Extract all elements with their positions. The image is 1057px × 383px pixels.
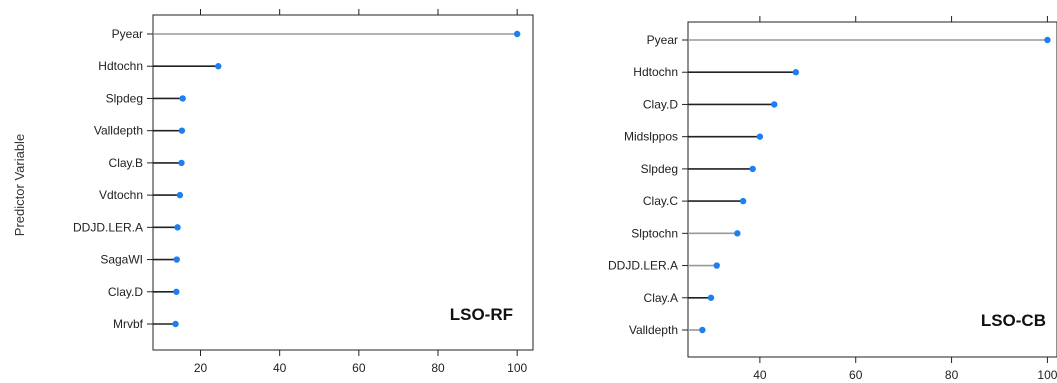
importance-point	[739, 197, 747, 205]
category-label: Hdtochn	[98, 59, 143, 73]
x-tick-label: 60	[352, 361, 366, 375]
importance-point	[699, 326, 706, 334]
x-tick-label: 40	[273, 361, 287, 375]
category-label: Valldepth	[629, 323, 678, 337]
importance-point	[707, 294, 715, 301]
panel-2: 40 60 80 100 Pyear Hdtochn Clay.D Midslppos Slpd…	[608, 16, 1057, 382]
category-label: Valldepth	[94, 124, 143, 138]
category-label: Clay.D	[643, 97, 678, 111]
importance-point	[749, 165, 756, 173]
importance-point	[513, 30, 521, 38]
category-label: Clay.A	[644, 291, 678, 305]
category-label: Slptochn	[631, 226, 678, 240]
x-tick-label: 100	[507, 361, 527, 375]
importance-point	[176, 191, 184, 199]
y-axis-title: Predictor Variable	[12, 134, 27, 236]
category-label: Hdtochn	[633, 65, 678, 79]
importance-point	[179, 95, 186, 102]
importance-point	[756, 133, 764, 140]
category-label: DDJD.LER.A	[608, 259, 678, 273]
category-label: Clay.C	[643, 194, 678, 208]
importance-point	[215, 63, 222, 70]
category-label: Vdtochn	[99, 188, 143, 202]
category-label: SagaWI	[100, 253, 143, 267]
x-tick-label: 40	[753, 368, 767, 382]
importance-point	[172, 320, 179, 328]
x-tick-label: 80	[431, 361, 445, 375]
panel-label: LSO-RF	[450, 305, 513, 324]
x-tick-label: 60	[849, 368, 863, 382]
category-label: Pyear	[112, 27, 143, 41]
importance-point	[792, 69, 800, 76]
category-label: Pyear	[647, 33, 678, 47]
importance-point	[178, 127, 186, 134]
importance-point	[734, 230, 741, 237]
category-label: Mrvbf	[113, 317, 144, 331]
category-label: Slpdeg	[641, 162, 678, 176]
panel-1: 20 40 60 80 100 Pyear Hdtochn Slpdeg Valldepth Cl…	[73, 9, 534, 375]
category-label: DDJD.LER.A	[73, 220, 143, 234]
category-label: Midslppos	[624, 130, 678, 144]
category-label: Clay.D	[108, 285, 143, 299]
importance-point	[771, 101, 778, 108]
panel-label: LSO-CB	[981, 311, 1046, 330]
importance-point	[178, 159, 185, 167]
category-label: Slpdeg	[106, 91, 143, 105]
panel-frame	[152, 14, 534, 351]
panel-frame	[687, 21, 1057, 358]
importance-point	[173, 288, 180, 295]
x-tick-label: 80	[945, 368, 959, 382]
importance-point	[174, 224, 181, 231]
importance-point	[173, 256, 180, 263]
x-tick-label: 100	[1037, 368, 1057, 382]
importance-point	[713, 262, 720, 269]
x-tick-label: 20	[194, 361, 208, 375]
category-label: Clay.B	[109, 156, 143, 170]
importance-point	[1044, 36, 1051, 44]
